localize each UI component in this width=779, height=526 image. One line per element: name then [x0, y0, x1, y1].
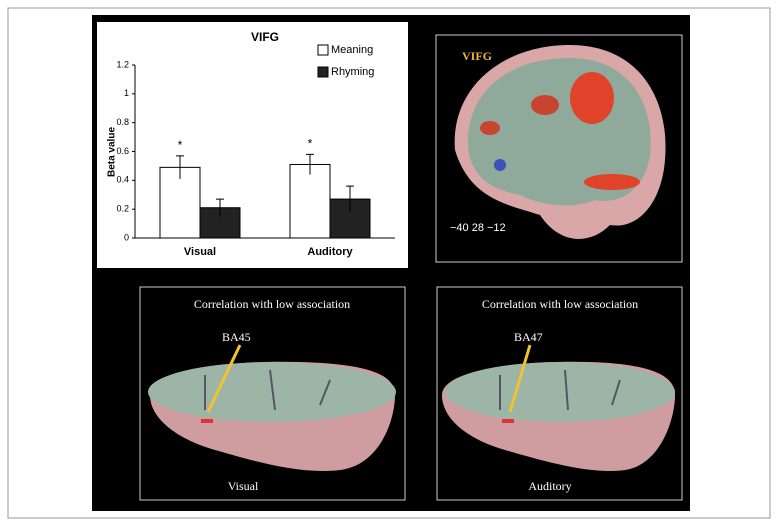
panel-frame	[435, 34, 683, 263]
region-label: BA45	[222, 330, 251, 344]
panel-label: VIFG	[462, 49, 492, 63]
y-tick-label: 0.4	[116, 175, 129, 185]
panel-title: Correlation with low association	[482, 297, 638, 311]
coordinates: −40 28 −12	[450, 222, 506, 234]
figure-frame	[7, 7, 771, 519]
error-bar	[176, 155, 184, 179]
x-tick-label: Visual	[184, 246, 216, 258]
panel-caption: Auditory	[528, 479, 571, 493]
panel-frame	[436, 286, 683, 501]
legend-label: Rhyming	[331, 66, 374, 78]
error-bar	[306, 153, 314, 175]
bar	[199, 207, 241, 239]
legend-swatch	[317, 44, 329, 56]
panel-frame	[139, 286, 406, 501]
y-tick-label: 1.2	[116, 59, 129, 69]
significance-marker: *	[178, 138, 183, 152]
legend-swatch	[317, 66, 329, 78]
y-tick-label: 0.2	[116, 204, 129, 214]
y-axis-label: Beta value	[107, 127, 118, 177]
panel-caption: Visual	[228, 479, 259, 493]
panel-title: Correlation with low association	[194, 297, 350, 311]
legend-label: Meaning	[331, 44, 373, 56]
significance-marker: *	[308, 137, 313, 151]
x-tick-label: Auditory	[307, 246, 353, 258]
y-tick-label: 0	[124, 232, 129, 242]
brain-sagittal	[454, 45, 666, 239]
error-bar	[346, 185, 354, 213]
region-label: BA47	[514, 330, 543, 344]
y-tick-label: 0.8	[116, 117, 129, 127]
bar	[159, 166, 201, 239]
y-tick-label: 1	[124, 88, 129, 98]
brain-axial	[442, 344, 675, 471]
bar	[289, 163, 331, 239]
y-tick-label: 0.6	[116, 146, 129, 156]
error-bar	[216, 198, 224, 217]
brain-axial	[148, 344, 396, 471]
chart-title: VIFG	[251, 30, 279, 44]
